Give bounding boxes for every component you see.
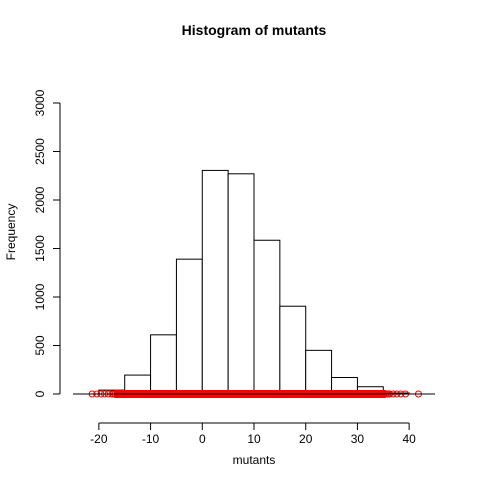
- x-tick-label: 0: [199, 432, 206, 446]
- x-tick-label: 20: [299, 432, 313, 446]
- x-tick-label: 30: [351, 432, 365, 446]
- y-tick-label: 2000: [33, 186, 47, 213]
- y-tick-label: 500: [33, 335, 47, 355]
- histogram-bar-4: [201, 169, 229, 395]
- histogram-bars: [98, 169, 410, 395]
- x-tick-label: 10: [247, 432, 261, 446]
- histogram-bar-3: [175, 258, 203, 395]
- y-tick-label: 0: [33, 390, 47, 397]
- y-axis: 0 500 1000 1500 2000 2500 3000: [33, 89, 61, 397]
- histogram-bar-2: [150, 334, 177, 395]
- y-tick-label: 3000: [33, 89, 47, 116]
- y-axis-label: Frequency: [4, 204, 18, 261]
- histogram-bar-5: [227, 173, 255, 395]
- y-tick-label: 1500: [33, 235, 47, 262]
- histogram-bar-7: [279, 305, 307, 395]
- x-tick-label: 40: [402, 432, 416, 446]
- histogram-bar-8: [305, 349, 333, 395]
- x-tick-label: -20: [90, 432, 108, 446]
- y-tick-label: 1000: [33, 283, 47, 310]
- x-tick-label: -10: [142, 432, 160, 446]
- chart-title: Histogram of mutants: [182, 22, 327, 38]
- x-axis-label: mutants: [233, 453, 276, 467]
- x-axis: -20 -10 0 10 20 30 40: [73, 393, 435, 446]
- y-tick-label: 2500: [33, 138, 47, 165]
- histogram-bar-6: [253, 239, 281, 395]
